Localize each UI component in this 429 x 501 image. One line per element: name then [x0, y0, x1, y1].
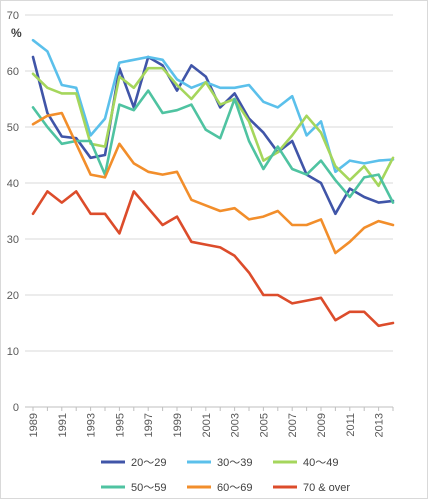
- legend: 20～29 30～39 40～49 50～59 60～69 70 & over: [101, 457, 350, 494]
- x-tick-label: 1995: [114, 413, 126, 437]
- legend-label: 40～49: [303, 457, 338, 469]
- series-line-4: [31, 89, 395, 204]
- x-tick-label: 2013: [374, 413, 386, 437]
- x-axis: 1989 1991 1993 1995 1997 1999 2001 2003 2005 2007…: [28, 407, 394, 437]
- x-tick-label: 2007: [287, 413, 299, 437]
- y-tick-label: 60: [7, 66, 19, 78]
- y-tick-label: 50: [7, 122, 19, 134]
- legend-label: 50～59: [131, 482, 166, 494]
- y-axis: 0 10 20 30 40 50 60 70: [7, 10, 19, 414]
- x-tick-label: 1997: [143, 413, 155, 437]
- y-tick-label: 30: [7, 234, 19, 246]
- series-lines: [31, 38, 395, 328]
- legend-label: 20～29: [131, 457, 166, 469]
- legend-label: 60～69: [217, 482, 252, 494]
- x-tick-label: 2003: [230, 413, 242, 437]
- x-tick-label: 2001: [201, 413, 213, 437]
- legend-label: 30～39: [217, 457, 252, 469]
- x-tick-label: 1999: [172, 413, 184, 437]
- y-tick-label: 0: [13, 402, 19, 414]
- series-line-5: [31, 111, 395, 255]
- x-tick-label: 2009: [316, 413, 328, 437]
- y-tick-label: 40: [7, 178, 19, 190]
- y-axis-unit-label: %: [11, 26, 22, 40]
- legend-label: 70 & over: [303, 482, 350, 494]
- x-tick-label: 1991: [57, 413, 69, 437]
- x-tick-label: 1993: [86, 413, 98, 437]
- y-tick-label: 70: [7, 10, 19, 22]
- y-tick-label: 10: [7, 346, 19, 358]
- series-line-6: [31, 190, 395, 328]
- x-tick-label: 1989: [28, 413, 40, 437]
- x-tick-label: 2011: [345, 413, 357, 437]
- x-tick-label: 2005: [258, 413, 270, 437]
- y-tick-label: 20: [7, 290, 19, 302]
